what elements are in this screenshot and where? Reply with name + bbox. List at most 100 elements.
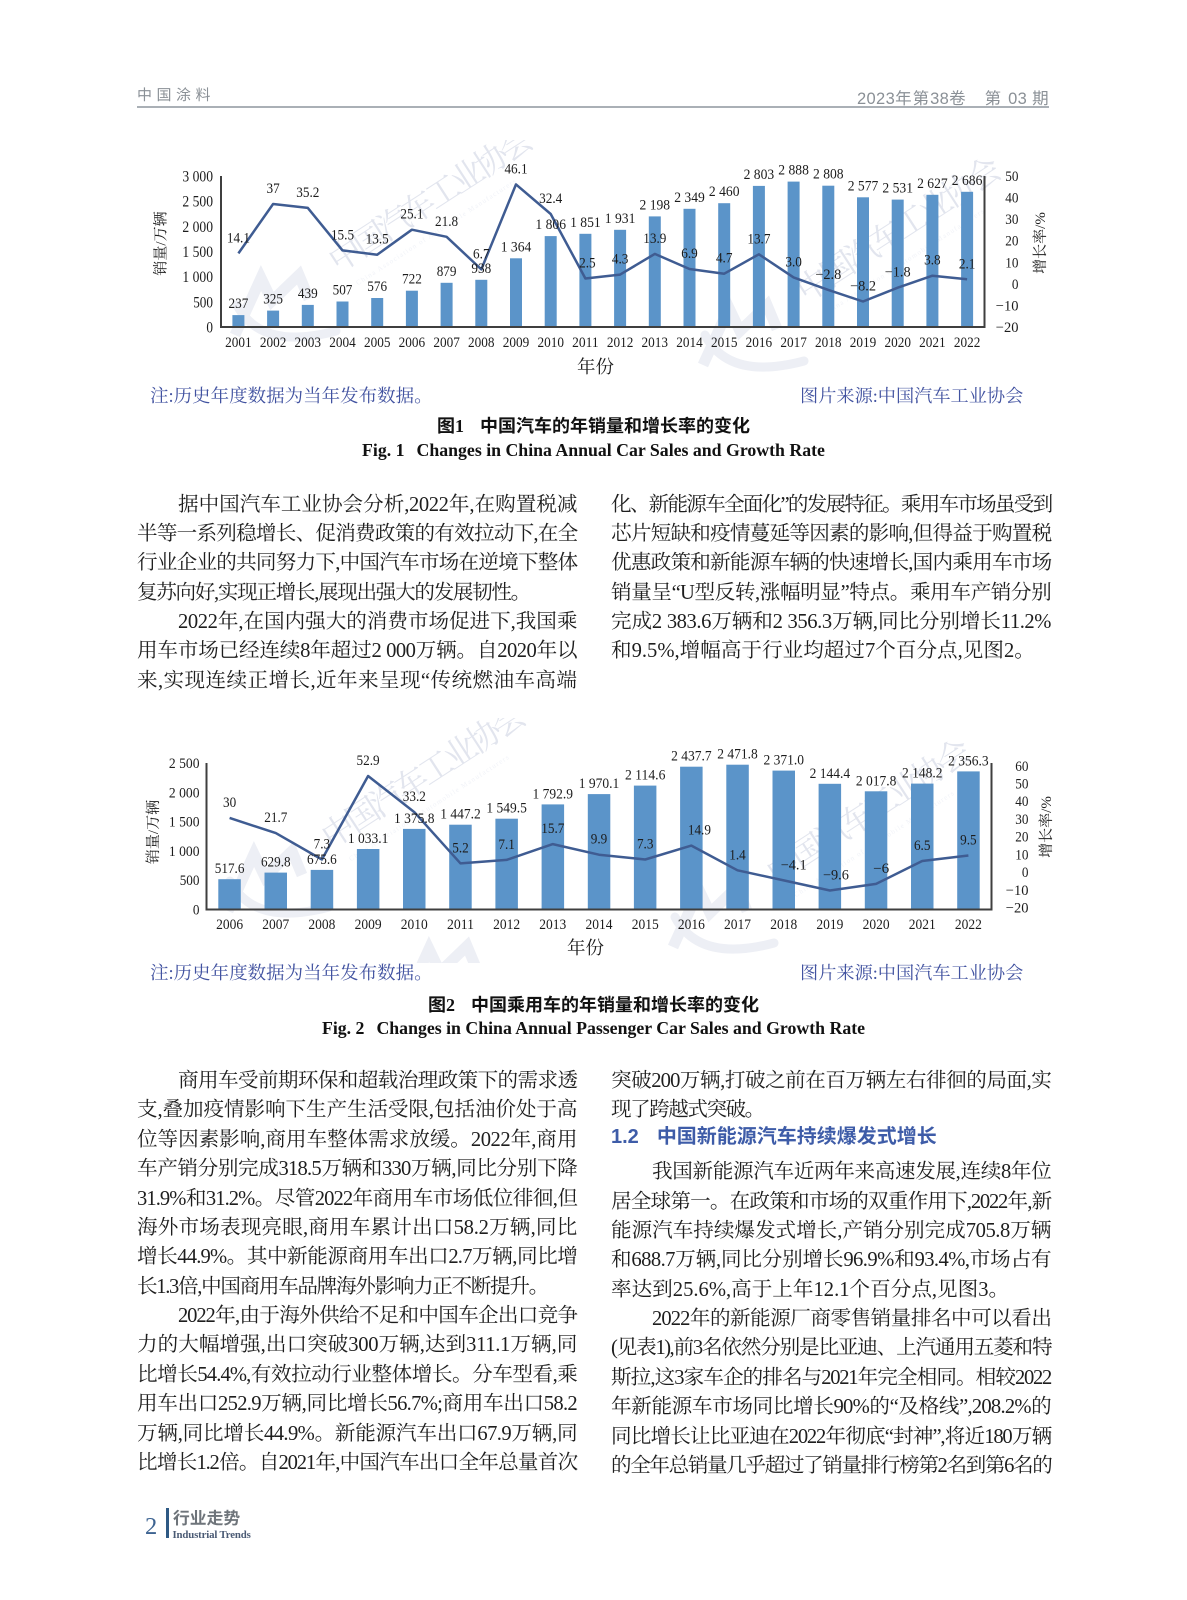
svg-text:2016: 2016 — [678, 917, 705, 933]
svg-text:325: 325 — [263, 292, 283, 308]
svg-text:20: 20 — [1015, 830, 1028, 846]
svg-text:2001: 2001 — [225, 335, 252, 351]
svg-text:1 970.1: 1 970.1 — [579, 776, 620, 792]
svg-text:629.8: 629.8 — [261, 855, 291, 871]
svg-text:13.7: 13.7 — [747, 231, 770, 247]
svg-text:0: 0 — [206, 320, 213, 337]
svg-text:2 531: 2 531 — [882, 181, 913, 197]
svg-text:10: 10 — [1015, 847, 1028, 863]
svg-text:1.4: 1.4 — [729, 847, 746, 863]
svg-text:1 033.1: 1 033.1 — [348, 831, 389, 847]
svg-text:32.4: 32.4 — [539, 191, 562, 207]
svg-text:2 471.8: 2 471.8 — [717, 747, 758, 763]
svg-text:2022: 2022 — [954, 335, 981, 351]
svg-text:1 851: 1 851 — [570, 215, 601, 231]
svg-text:50: 50 — [1005, 169, 1018, 185]
svg-text:9.9: 9.9 — [591, 832, 608, 848]
svg-text:增长率/%: 增长率/% — [1029, 212, 1050, 274]
svg-text:2002: 2002 — [260, 335, 287, 351]
svg-text:2 017.8: 2 017.8 — [856, 773, 897, 789]
svg-text:2005: 2005 — [364, 335, 391, 351]
svg-text:25.1: 25.1 — [400, 207, 423, 223]
svg-text:13.9: 13.9 — [643, 231, 666, 247]
svg-text:2.5: 2.5 — [579, 256, 596, 272]
svg-text:2010: 2010 — [537, 335, 564, 351]
svg-text:60: 60 — [1015, 759, 1028, 775]
svg-text:2021: 2021 — [909, 917, 936, 933]
svg-text:37: 37 — [267, 181, 280, 197]
svg-text:−10: −10 — [1006, 883, 1029, 899]
svg-text:2009: 2009 — [355, 917, 382, 933]
svg-text:年份: 年份 — [577, 353, 615, 379]
svg-text:14.9: 14.9 — [688, 823, 711, 839]
svg-text:722: 722 — [402, 272, 422, 288]
svg-text:1 500: 1 500 — [182, 244, 213, 261]
svg-text:21.7: 21.7 — [264, 810, 287, 826]
svg-text:增长率/%: 增长率/% — [1035, 796, 1056, 858]
svg-text:2019: 2019 — [816, 917, 843, 933]
svg-text:20: 20 — [1005, 234, 1018, 250]
svg-text:30: 30 — [1015, 812, 1028, 828]
svg-text:2018: 2018 — [770, 917, 797, 933]
svg-text:40: 40 — [1005, 191, 1018, 207]
svg-text:3.8: 3.8 — [924, 253, 941, 269]
svg-text:30: 30 — [1005, 212, 1018, 228]
svg-text:销量/万辆: 销量/万辆 — [150, 211, 171, 275]
svg-text:2016: 2016 — [746, 335, 773, 351]
svg-text:2 460: 2 460 — [709, 184, 740, 200]
svg-text:7.1: 7.1 — [498, 837, 515, 853]
svg-text:2021: 2021 — [919, 335, 946, 351]
svg-text:0: 0 — [1022, 865, 1029, 881]
svg-text:15.7: 15.7 — [541, 821, 564, 837]
svg-text:2006: 2006 — [216, 917, 243, 933]
svg-text:13.5: 13.5 — [366, 232, 389, 248]
svg-text:576: 576 — [367, 279, 387, 295]
svg-text:2 000: 2 000 — [169, 785, 200, 801]
svg-text:237: 237 — [229, 296, 249, 312]
svg-text:9.5: 9.5 — [960, 833, 977, 849]
svg-text:2 577: 2 577 — [848, 178, 879, 194]
svg-text:2 627: 2 627 — [917, 176, 948, 192]
svg-text:50: 50 — [1015, 777, 1028, 793]
svg-text:21.8: 21.8 — [435, 214, 458, 230]
svg-text:879: 879 — [437, 264, 457, 280]
svg-text:2 808: 2 808 — [813, 167, 844, 183]
svg-text:675.6: 675.6 — [307, 852, 337, 868]
svg-text:7.3: 7.3 — [637, 837, 654, 853]
svg-text:2007: 2007 — [262, 917, 289, 933]
svg-text:2003: 2003 — [295, 335, 322, 351]
svg-text:10: 10 — [1005, 255, 1018, 271]
svg-text:500: 500 — [193, 294, 213, 311]
svg-text:0: 0 — [193, 903, 200, 919]
svg-text:2 144.4: 2 144.4 — [810, 766, 851, 782]
svg-text:−1.8: −1.8 — [885, 265, 911, 281]
svg-text:7.3: 7.3 — [314, 837, 331, 853]
svg-text:1 000: 1 000 — [169, 844, 200, 860]
svg-text:1 931: 1 931 — [605, 211, 636, 227]
svg-text:2012: 2012 — [493, 917, 520, 933]
svg-text:−8.2: −8.2 — [850, 279, 876, 295]
svg-text:2009: 2009 — [503, 335, 530, 351]
svg-text:1 375.8: 1 375.8 — [394, 811, 435, 827]
svg-text:−20: −20 — [1006, 901, 1029, 917]
svg-text:2011: 2011 — [447, 917, 474, 933]
svg-text:2018: 2018 — [815, 335, 842, 351]
svg-text:439: 439 — [298, 286, 318, 302]
svg-text:500: 500 — [180, 873, 200, 889]
svg-text:2 114.6: 2 114.6 — [625, 768, 666, 784]
svg-text:销量/万辆: 销量/万辆 — [142, 800, 163, 864]
svg-text:2 686: 2 686 — [952, 173, 983, 189]
svg-text:2 500: 2 500 — [182, 194, 213, 211]
svg-text:2013: 2013 — [642, 335, 669, 351]
svg-text:2014: 2014 — [676, 335, 703, 351]
svg-text:15.5: 15.5 — [331, 227, 354, 243]
svg-text:507: 507 — [333, 283, 353, 299]
svg-text:6.5: 6.5 — [914, 838, 931, 854]
svg-text:6.9: 6.9 — [681, 246, 698, 262]
svg-text:2019: 2019 — [850, 335, 877, 351]
svg-text:−20: −20 — [996, 320, 1019, 336]
svg-text:3.0: 3.0 — [785, 254, 802, 270]
svg-text:2012: 2012 — [607, 335, 634, 351]
svg-text:2 198: 2 198 — [640, 197, 671, 213]
svg-text:2008: 2008 — [308, 917, 335, 933]
